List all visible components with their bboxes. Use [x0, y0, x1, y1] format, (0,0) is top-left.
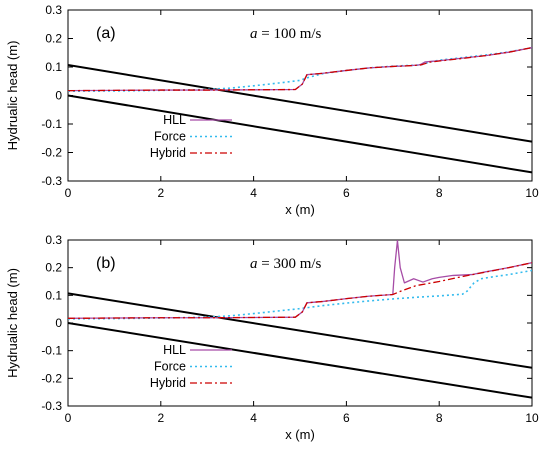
series-line-hll [68, 240, 532, 319]
x-tick-label: 10 [525, 411, 539, 425]
series-line-force [68, 269, 532, 320]
x-axis-label: x (m) [285, 202, 315, 217]
legend-label-force: Force [154, 360, 186, 374]
y-tick-label: 0.3 [45, 233, 62, 247]
speed-annotation: a = 300 m/s [250, 256, 322, 272]
x-tick-label: 8 [436, 411, 443, 425]
legend-label-force: Force [154, 130, 186, 144]
annotation-variable: a [250, 256, 258, 272]
y-tick-label: -0.3 [41, 399, 62, 413]
annotation-text: = 100 m/s [258, 26, 322, 42]
y-axis-label: Hydrualic head (m) [5, 41, 20, 151]
x-tick-label: 6 [343, 411, 350, 425]
x-tick-label: 2 [157, 186, 164, 200]
panel-label: (b) [96, 255, 116, 272]
panel-label: (a) [96, 25, 116, 42]
x-tick-label: 2 [157, 411, 164, 425]
y-tick-label: -0.2 [41, 371, 62, 385]
series-line-hll [68, 46, 532, 92]
x-tick-label: 4 [250, 411, 257, 425]
x-axis-label: x (m) [285, 427, 315, 442]
y-tick-label: -0.2 [41, 146, 62, 160]
series-line-hybrid [68, 46, 532, 92]
chart-panel-1: 0 2 4 6 8 10 -0.3 -0.2 -0.1 0 0.1 0.2 0.3 x (m) Hydrua… [5, 3, 539, 217]
legend-label-hybrid: Hybrid [150, 146, 186, 160]
x-tick-label: 8 [436, 186, 443, 200]
annotation-variable: a [250, 26, 258, 42]
y-tick-label: 0.2 [45, 261, 62, 275]
reference-line-1 [68, 292, 532, 369]
legend-label-hll: HLL [163, 343, 186, 357]
y-tick-label: 0.2 [45, 32, 62, 46]
reference-line-2 [68, 322, 532, 399]
y-tick-label: 0 [55, 89, 62, 103]
y-tick-label: 0.1 [45, 60, 62, 74]
x-tick-label: 0 [65, 411, 72, 425]
speed-annotation: a = 100 m/s [250, 26, 322, 42]
series-line-hybrid [68, 262, 532, 319]
x-tick-label: 0 [65, 186, 72, 200]
series-line-force [68, 46, 532, 93]
x-tick-label: 10 [525, 186, 539, 200]
y-tick-label: -0.3 [41, 174, 62, 188]
plot-area [68, 46, 532, 174]
reference-line-1 [68, 64, 532, 143]
x-tick-label: 4 [250, 186, 257, 200]
y-axis-label: Hydrualic head (m) [5, 268, 20, 378]
y-tick-label: 0.3 [45, 3, 62, 17]
legend: HLL Force Hybrid [150, 343, 232, 390]
x-tick-label: 6 [343, 186, 350, 200]
chart-panel-2: 0 2 4 6 8 10 -0.3 -0.2 -0.1 0 0.1 0.2 0.3 x (m) Hydrua… [5, 233, 539, 442]
y-tick-label: 0 [55, 316, 62, 330]
y-tick-label: 0.1 [45, 288, 62, 302]
reference-line-2 [68, 94, 532, 174]
legend-label-hll: HLL [163, 113, 186, 127]
y-tick-label: -0.1 [41, 117, 62, 131]
legend-label-hybrid: Hybrid [150, 376, 186, 390]
legend: HLL Force Hybrid [150, 113, 232, 160]
plot-area [68, 240, 532, 399]
y-tick-label: -0.1 [41, 344, 62, 358]
annotation-text: = 300 m/s [258, 256, 322, 272]
